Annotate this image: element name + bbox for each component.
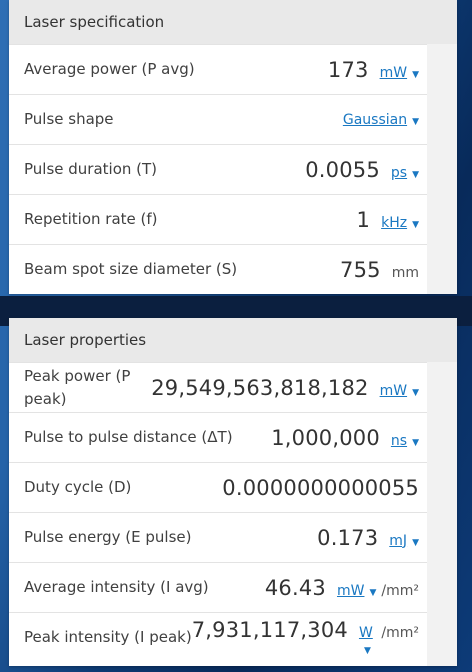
- peak-intensity-unit-dropdown[interactable]: W▼: [358, 625, 373, 656]
- chevron-down-icon: ▼: [412, 537, 419, 548]
- laser-properties-card: Laser properties Peak power (P peak) 29,…: [9, 318, 457, 666]
- chevron-down-icon: ▼: [412, 387, 419, 398]
- chevron-down-icon: ▼: [412, 437, 419, 448]
- average-power-unit-dropdown[interactable]: mW ▼: [379, 64, 419, 81]
- pulse-energy-label: Pulse energy (E pulse): [24, 528, 192, 546]
- chevron-down-icon: ▼: [412, 116, 419, 127]
- pulse-duration-row: Pulse duration (T) 0.0055 ps ▼: [9, 144, 427, 194]
- beam-spot-size-row: Beam spot size diameter (S) 755 mm: [9, 244, 427, 294]
- beam-spot-size-label: Beam spot size diameter (S): [24, 260, 238, 278]
- pulse-shape-label: Pulse shape: [24, 110, 114, 128]
- average-intensity-label: Average intensity (I avg): [24, 578, 209, 596]
- card-title: Laser properties: [9, 318, 457, 362]
- duty-cycle-label: Duty cycle (D): [24, 478, 132, 496]
- peak-intensity-label: Peak intensity (I peak): [24, 628, 192, 646]
- average-power-row: Average power (P avg) 173 mW ▼: [9, 44, 427, 94]
- repetition-rate-unit-dropdown[interactable]: kHz ▼: [381, 214, 419, 231]
- average-intensity-row: Average intensity (I avg) 46.43 mW ▼ /mm²: [9, 562, 427, 612]
- card-title: Laser specification: [9, 0, 457, 44]
- peak-power-label: Peak power (P peak): [24, 366, 131, 408]
- card-side-strip: [427, 44, 457, 294]
- pulse-energy-value: 0.173: [317, 525, 379, 550]
- pulse-distance-value: 1,000,000: [271, 425, 380, 450]
- pulse-duration-unit-dropdown[interactable]: ps ▼: [390, 164, 419, 181]
- card-side-strip: [427, 362, 457, 666]
- pulse-duration-label: Pulse duration (T): [24, 160, 158, 178]
- chevron-down-icon: ▼: [412, 219, 419, 230]
- peak-intensity-value: 7,931,117,304: [191, 618, 348, 642]
- beam-spot-size-value[interactable]: 755: [340, 257, 381, 282]
- repetition-rate-value[interactable]: 1: [356, 207, 371, 232]
- duty-cycle-value: 0.0000000000055: [222, 475, 419, 500]
- pulse-distance-row: Pulse to pulse distance (ΔT) 1,000,000 n…: [9, 412, 427, 462]
- pulse-shape-dropdown[interactable]: Gaussian ▼: [342, 111, 419, 128]
- pulse-distance-label: Pulse to pulse distance (ΔT): [24, 428, 233, 446]
- peak-power-value: 29,549,563,818,182: [151, 375, 369, 400]
- average-power-value[interactable]: 173: [327, 57, 369, 82]
- peak-power-unit-dropdown[interactable]: mW ▼: [379, 382, 419, 399]
- laser-specification-card: Laser specification Average power (P avg…: [9, 0, 457, 294]
- pulse-shape-row: Pulse shape Gaussian ▼: [9, 94, 427, 144]
- chevron-down-icon: ▼: [412, 69, 419, 80]
- average-power-label: Average power (P avg): [24, 60, 195, 78]
- peak-intensity-row: Peak intensity (I peak) 7,931,117,304 W▼…: [9, 612, 427, 662]
- pulse-distance-unit-dropdown[interactable]: ns ▼: [390, 432, 419, 449]
- average-intensity-suffix: /mm²: [381, 582, 419, 599]
- peak-intensity-suffix: /mm²: [381, 625, 419, 641]
- chevron-down-icon: ▼: [369, 587, 377, 598]
- chevron-down-icon: ▼: [412, 169, 419, 180]
- chevron-down-icon: ▼: [363, 646, 371, 656]
- pulse-duration-value[interactable]: 0.0055: [305, 157, 380, 182]
- peak-power-row: Peak power (P peak) 29,549,563,818,182 m…: [9, 362, 427, 412]
- repetition-rate-label: Repetition rate (f): [24, 210, 158, 228]
- average-intensity-unit-dropdown[interactable]: mW ▼: [336, 582, 377, 599]
- repetition-rate-row: Repetition rate (f) 1 kHz ▼: [9, 194, 427, 244]
- beam-spot-size-unit: mm: [391, 264, 419, 281]
- average-intensity-value: 46.43: [264, 575, 326, 600]
- pulse-energy-unit-dropdown[interactable]: mJ ▼: [389, 532, 419, 549]
- pulse-energy-row: Pulse energy (E pulse) 0.173 mJ ▼: [9, 512, 427, 562]
- duty-cycle-row: Duty cycle (D) 0.0000000000055: [9, 462, 427, 512]
